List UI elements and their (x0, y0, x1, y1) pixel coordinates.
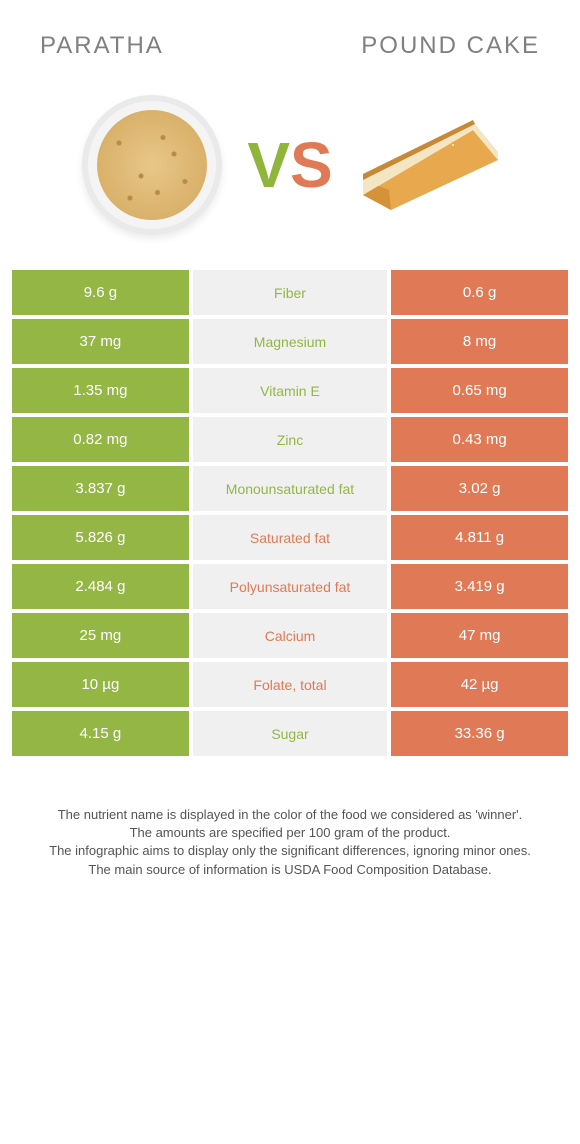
nutrient-label: Magnesium (193, 319, 387, 364)
footer-line: The nutrient name is displayed in the co… (36, 806, 544, 824)
right-value: 3.419 g (391, 564, 568, 609)
table-row: 1.35 mgVitamin E0.65 mg (12, 368, 568, 413)
right-value: 0.65 mg (391, 368, 568, 413)
table-row: 0.82 mgZinc0.43 mg (12, 417, 568, 462)
footer-notes: The nutrient name is displayed in the co… (0, 756, 580, 879)
nutrient-label: Vitamin E (193, 368, 387, 413)
right-value: 47 mg (391, 613, 568, 658)
left-value: 9.6 g (12, 270, 189, 315)
table-row: 9.6 gFiber0.6 g (12, 270, 568, 315)
nutrient-label: Zinc (193, 417, 387, 462)
image-row: VS (0, 80, 580, 270)
footer-line: The infographic aims to display only the… (36, 842, 544, 860)
pound-cake-icon (353, 90, 503, 240)
left-value: 2.484 g (12, 564, 189, 609)
right-value: 33.36 g (391, 711, 568, 756)
nutrient-label: Sugar (193, 711, 387, 756)
table-row: 4.15 gSugar33.36 g (12, 711, 568, 756)
table-row: 3.837 gMonounsaturated fat3.02 g (12, 466, 568, 511)
left-value: 10 µg (12, 662, 189, 707)
nutrient-label: Monounsaturated fat (193, 466, 387, 511)
header: PARATHA POUND CAKE (0, 0, 580, 80)
food-title-left: PARATHA (40, 32, 164, 60)
paratha-icon (77, 90, 227, 240)
left-value: 0.82 mg (12, 417, 189, 462)
vs-s: S (290, 129, 333, 201)
nutrient-label: Fiber (193, 270, 387, 315)
table-row: 5.826 gSaturated fat4.811 g (12, 515, 568, 560)
table-row: 10 µgFolate, total42 µg (12, 662, 568, 707)
vs-label: VS (247, 133, 332, 197)
left-value: 25 mg (12, 613, 189, 658)
footer-line: The amounts are specified per 100 gram o… (36, 824, 544, 842)
left-value: 4.15 g (12, 711, 189, 756)
right-value: 8 mg (391, 319, 568, 364)
nutrient-label: Folate, total (193, 662, 387, 707)
right-value: 42 µg (391, 662, 568, 707)
left-value: 3.837 g (12, 466, 189, 511)
left-value: 5.826 g (12, 515, 189, 560)
vs-v: V (247, 129, 290, 201)
right-value: 3.02 g (391, 466, 568, 511)
nutrient-table: 9.6 gFiber0.6 g37 mgMagnesium8 mg1.35 mg… (0, 270, 580, 756)
right-value: 0.43 mg (391, 417, 568, 462)
right-value: 0.6 g (391, 270, 568, 315)
table-row: 25 mgCalcium47 mg (12, 613, 568, 658)
left-value: 37 mg (12, 319, 189, 364)
left-value: 1.35 mg (12, 368, 189, 413)
table-row: 37 mgMagnesium8 mg (12, 319, 568, 364)
nutrient-label: Saturated fat (193, 515, 387, 560)
right-value: 4.811 g (391, 515, 568, 560)
nutrient-label: Calcium (193, 613, 387, 658)
table-row: 2.484 gPolyunsaturated fat3.419 g (12, 564, 568, 609)
footer-line: The main source of information is USDA F… (36, 861, 544, 879)
food-title-right: POUND CAKE (361, 32, 540, 60)
nutrient-label: Polyunsaturated fat (193, 564, 387, 609)
